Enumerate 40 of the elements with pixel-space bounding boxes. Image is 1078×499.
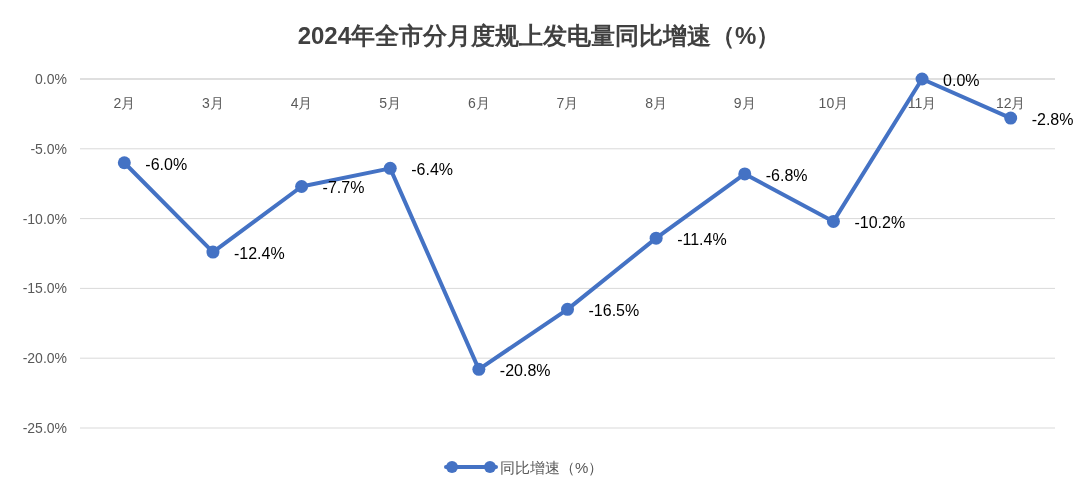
data-label: -6.8% [765, 166, 808, 184]
point [117, 156, 131, 170]
x-tick-label: 5月 [379, 95, 402, 111]
point [1004, 111, 1018, 125]
y-tick-label: -5.0% [30, 140, 67, 157]
point [649, 231, 663, 245]
point [472, 362, 486, 376]
point [561, 302, 574, 316]
legend-label: 同比增速（%） [500, 459, 604, 476]
data-label: -10.2% [854, 214, 906, 232]
y-tick-label: -15.0% [22, 280, 67, 297]
data-label: -2.8% [1031, 111, 1074, 129]
point [915, 72, 929, 86]
y-tick-label: 0.0% [35, 71, 67, 87]
point [738, 167, 752, 181]
y-tick-label: -25.0% [22, 420, 67, 436]
x-tick-label: 2月 [113, 95, 136, 111]
x-tick-label: 3月 [202, 95, 224, 111]
point [826, 214, 840, 228]
x-tick-label: 7月 [556, 95, 579, 111]
x-tick-label: 4月 [290, 95, 313, 111]
x-tick-label: 10月 [818, 95, 849, 111]
x-tick-label: 8月 [645, 95, 668, 111]
data-label: -12.4% [233, 245, 285, 263]
x-tick-label: 6月 [467, 95, 490, 111]
chart-title: 2024年全市分月度规上发电量同比增速（%） [297, 22, 781, 49]
point [206, 245, 220, 259]
data-label: -6.4% [411, 161, 454, 179]
data-label: -7.7% [322, 179, 365, 197]
point [295, 179, 309, 193]
data-label: -11.4% [677, 231, 727, 249]
y-tick-label: -10.0% [22, 210, 67, 227]
point [383, 161, 397, 175]
data-label: -20.8% [499, 362, 551, 380]
x-tick-label: 9月 [733, 95, 756, 111]
data-label: -6.0% [145, 155, 188, 173]
y-tick-label: -20.0% [22, 350, 67, 367]
data-label: -16.5% [588, 302, 640, 320]
x-tick-label: 12月 [995, 95, 1026, 111]
data-label: 0.0% [943, 72, 980, 89]
